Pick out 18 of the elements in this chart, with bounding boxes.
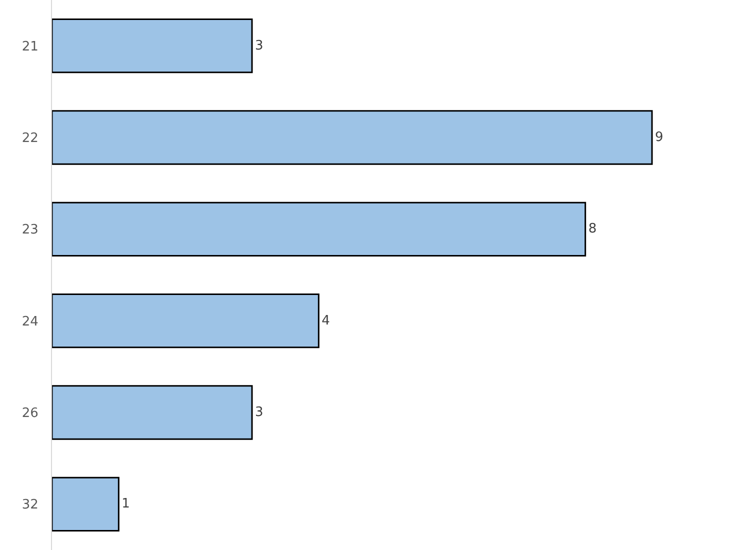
- bar: [52, 385, 253, 440]
- data-label: 4: [322, 313, 330, 328]
- data-label: 1: [122, 496, 130, 512]
- y-tick-label: 24: [22, 314, 38, 330]
- bar: [52, 110, 653, 165]
- bar: [52, 202, 586, 256]
- y-tick-label: 21: [22, 39, 38, 54]
- bar: [52, 476, 120, 532]
- data-label: 9: [655, 130, 664, 145]
- bar: [52, 18, 253, 74]
- y-tick-label: 23: [22, 222, 38, 238]
- bar: [52, 294, 320, 348]
- data-label: 3: [255, 38, 264, 54]
- data-label: 3: [255, 405, 264, 420]
- y-tick-label: 32: [22, 498, 38, 513]
- y-tick-label: 22: [22, 131, 38, 146]
- data-label: 8: [588, 222, 597, 237]
- y-tick-label: 26: [22, 406, 38, 422]
